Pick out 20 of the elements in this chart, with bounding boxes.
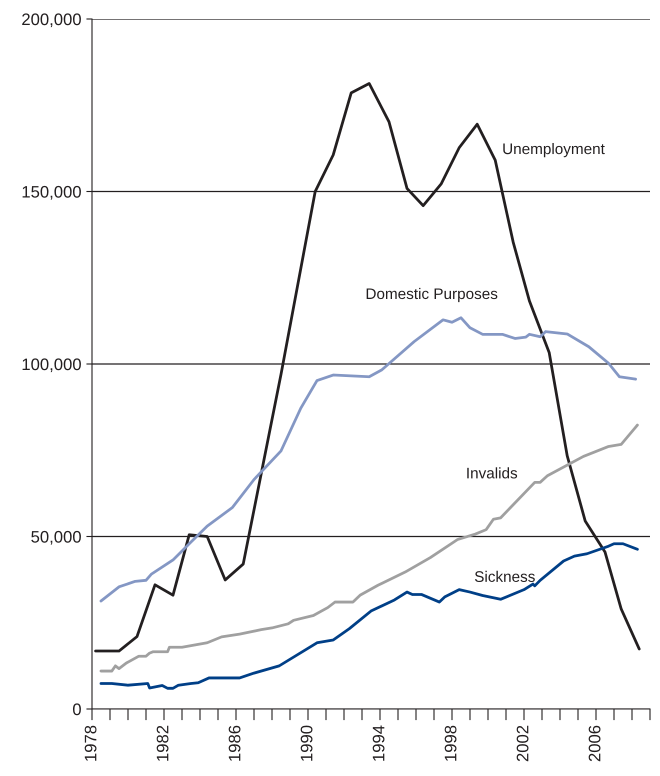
series-label: Domestic Purposes — [366, 288, 498, 302]
series-label: Invalids — [467, 467, 518, 478]
y-tick-label: 150,000 — [22, 186, 81, 200]
x-tick-label: 2006 — [588, 726, 600, 762]
line-series — [100, 542, 639, 690]
x-tick-label: 1994 — [372, 725, 384, 761]
y-tick-label: 50,000 — [31, 530, 81, 545]
x-tick-label: 1982 — [156, 726, 168, 761]
series-label: Unemployment — [503, 142, 605, 158]
y-tick-label: 200,000 — [22, 13, 81, 28]
line-series — [100, 316, 637, 602]
y-tick-label: 0 — [72, 703, 81, 716]
y-tick-label: 100,000 — [22, 358, 81, 372]
x-tick-label: 1986 — [228, 726, 240, 761]
x-tick-label: 2002 — [516, 726, 528, 762]
series-label: Sickness — [474, 570, 535, 582]
x-tick-label: 1978 — [84, 726, 96, 761]
x-tick-label: 1990 — [300, 726, 312, 761]
line-series — [100, 424, 639, 672]
x-tick-label: 1998 — [444, 726, 456, 761]
